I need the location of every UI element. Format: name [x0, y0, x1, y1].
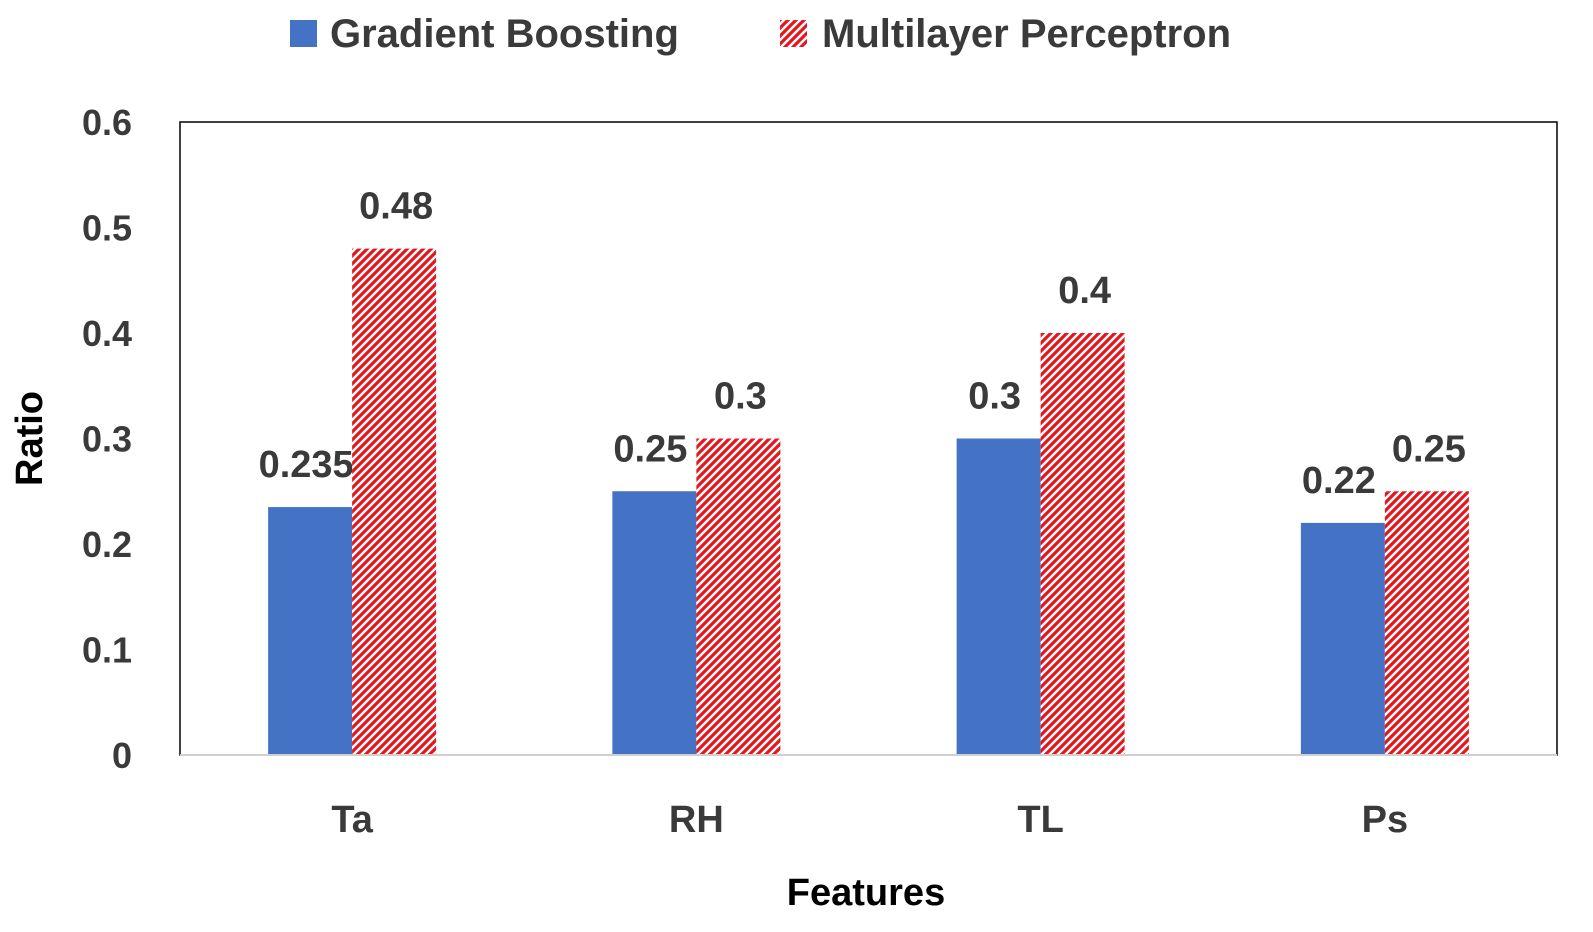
y-axis-title: Ratio [9, 391, 51, 486]
bar-multilayer-perceptron [1384, 491, 1469, 755]
y-tick-label: 0.1 [82, 630, 132, 671]
data-label: 0.3 [714, 376, 767, 418]
legend: Gradient Boosting Multilayer Perceptron [290, 12, 1231, 56]
y-tick-label: 0.6 [82, 102, 132, 143]
data-label: 0.25 [1392, 428, 1466, 470]
bar-gradient-boosting [612, 491, 697, 755]
legend-swatch [780, 20, 807, 47]
bar-multilayer-perceptron [696, 438, 781, 755]
plot-area: 0.235 0.48 0.25 0.3 0.3 0.4 0.22 0.25 [259, 186, 1469, 755]
bar-gradient-boosting [956, 438, 1041, 755]
y-tick-label: 0.3 [82, 419, 132, 460]
y-tick-label: 0.2 [82, 524, 132, 565]
data-label: 0.235 [259, 444, 354, 486]
data-label: 0.22 [1302, 460, 1376, 502]
data-label: 0.4 [1058, 270, 1111, 312]
y-tick-label: 0 [112, 735, 132, 776]
x-tick-label: Ta [331, 799, 373, 841]
data-label: 0.3 [968, 376, 1021, 418]
bar-gradient-boosting [268, 507, 353, 755]
data-label: 0.48 [359, 186, 433, 228]
legend-swatch [290, 20, 317, 47]
x-tick-label: RH [669, 799, 724, 841]
bar-gradient-boosting [1300, 522, 1385, 755]
legend-label: Gradient Boosting [330, 12, 679, 56]
legend-label: Multilayer Perceptron [822, 12, 1231, 56]
x-tick-label: Ps [1362, 799, 1408, 841]
bar-multilayer-perceptron [1040, 333, 1125, 755]
x-axis-title: Features [787, 872, 945, 914]
y-tick-label: 0.5 [82, 208, 132, 249]
x-tick-label: TL [1017, 799, 1063, 841]
bar-multilayer-perceptron [352, 248, 437, 755]
y-tick-label: 0.4 [82, 313, 132, 354]
data-label: 0.25 [613, 428, 687, 470]
axes: 0 0.1 0.2 0.3 0.4 0.5 0.6 Ratio Features Ta RH TL Ps [9, 102, 1558, 914]
